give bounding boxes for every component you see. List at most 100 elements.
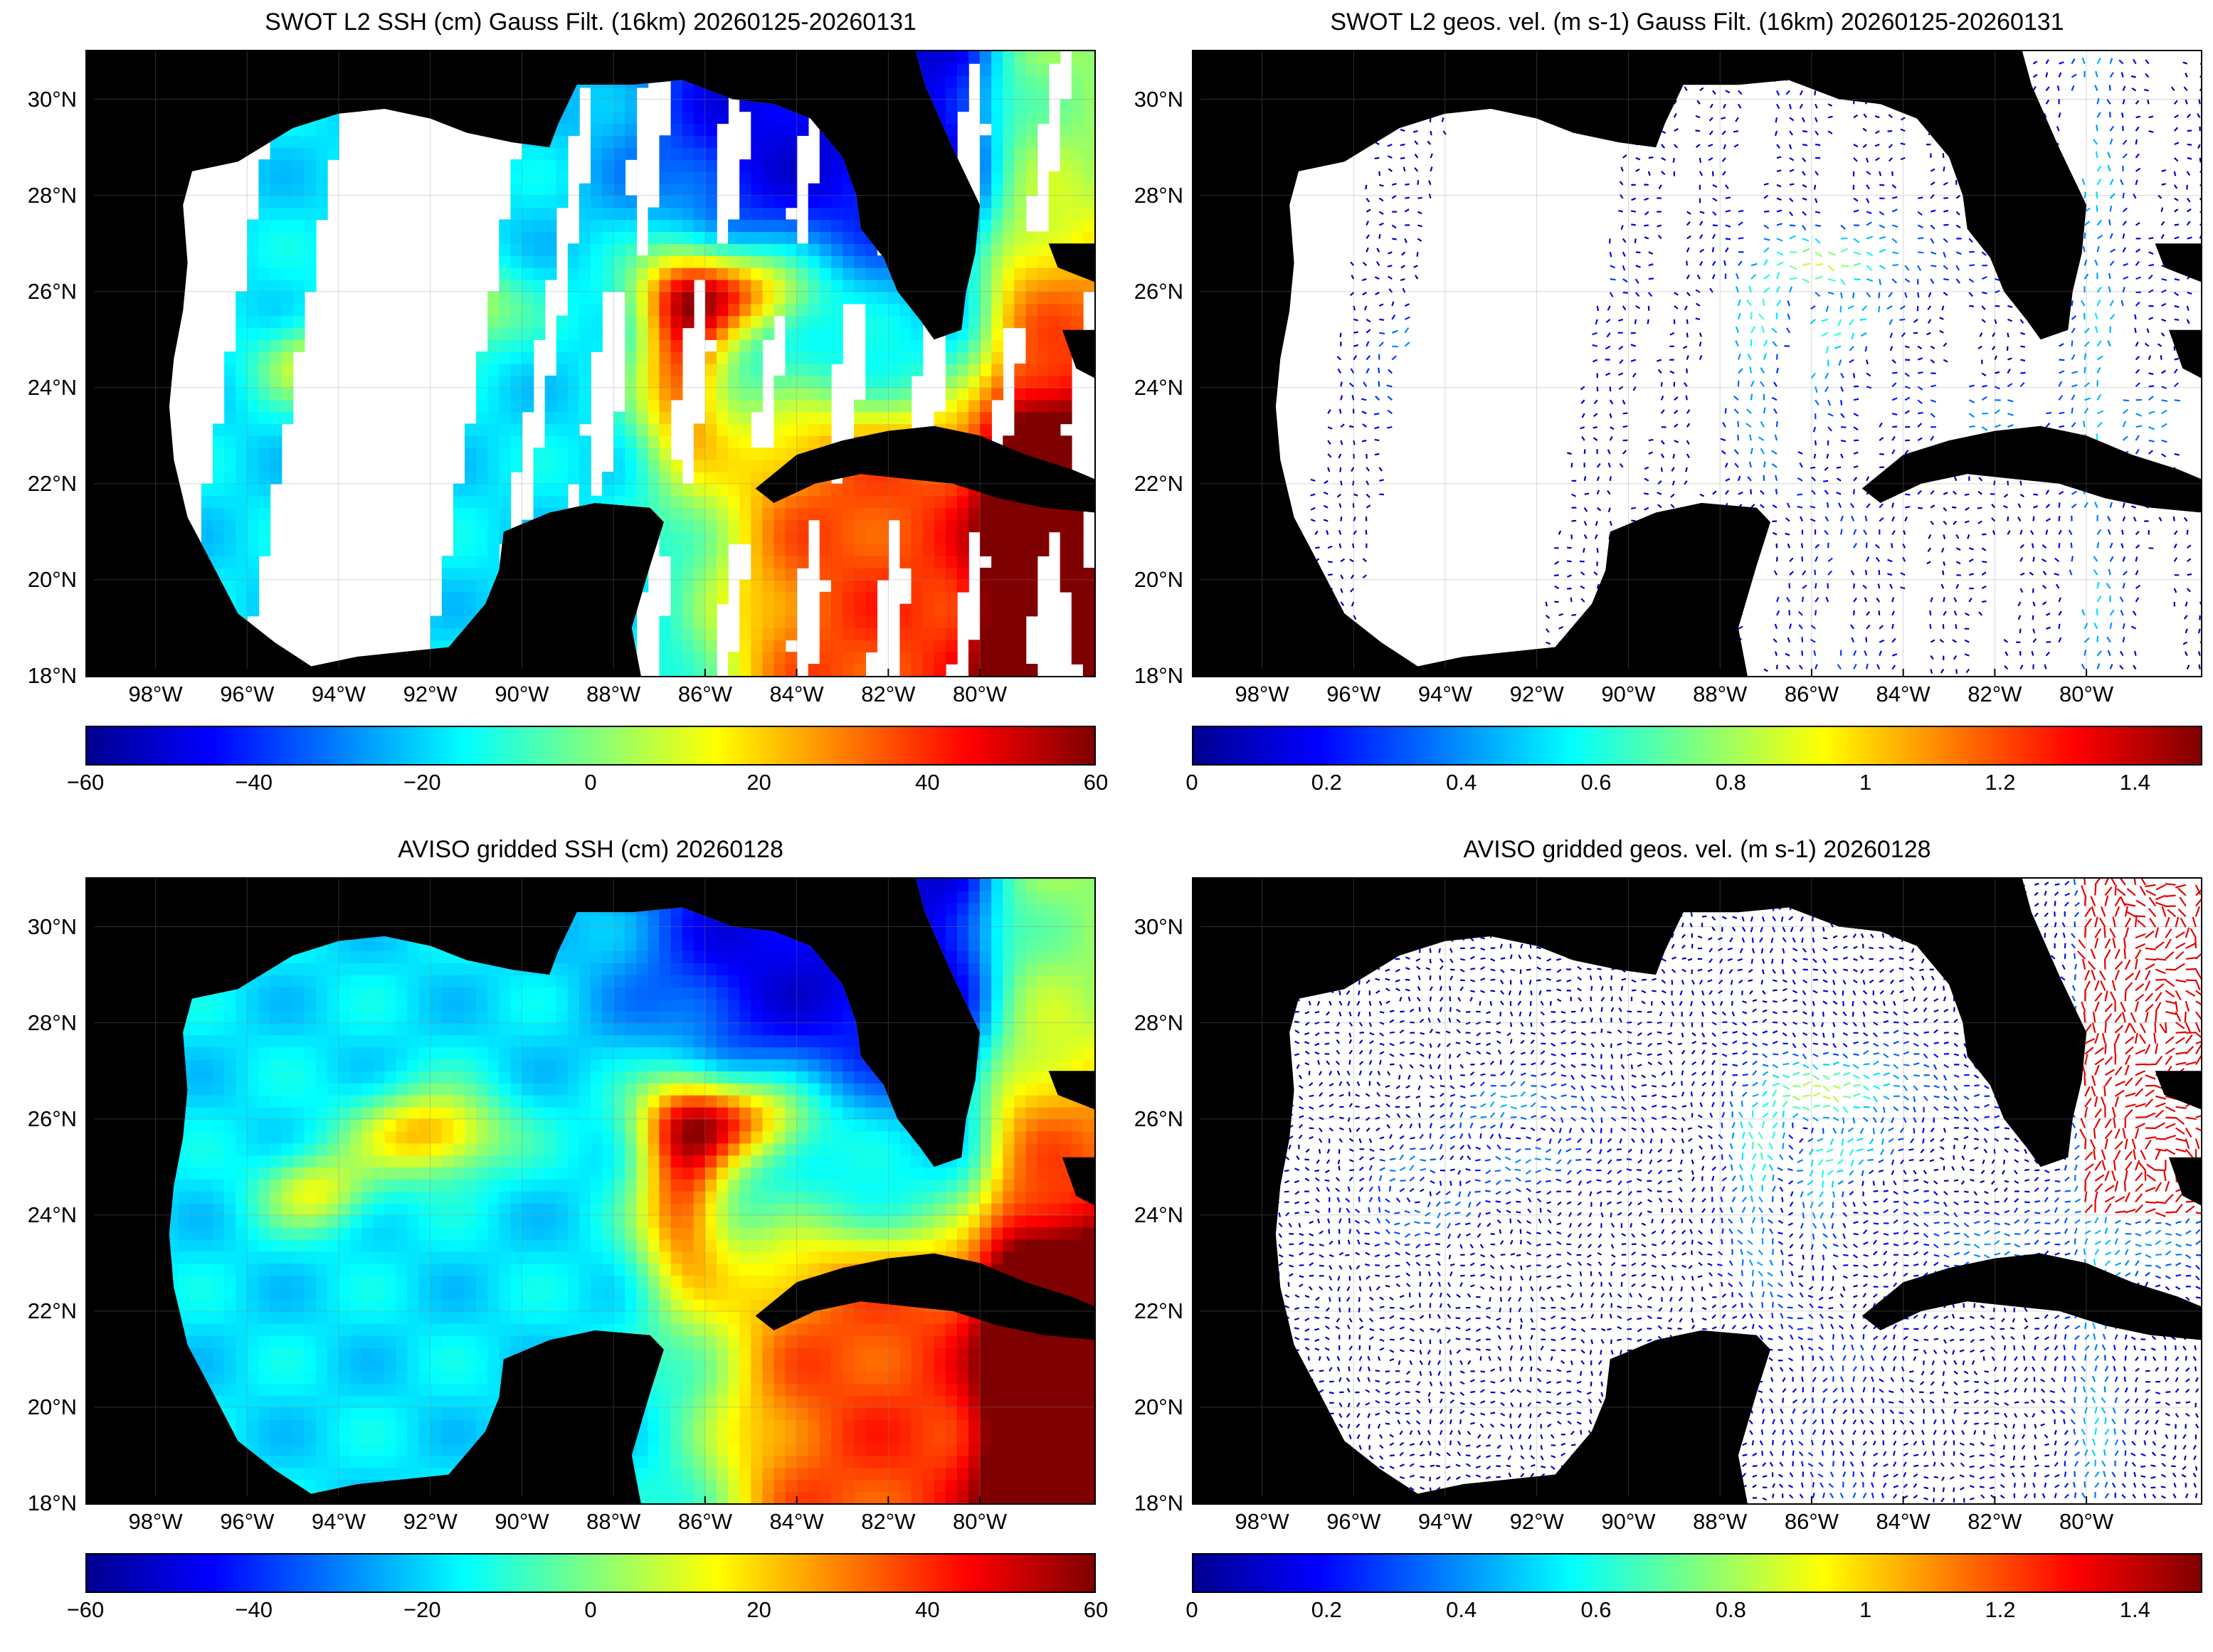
lon-tick-label: 96°W	[220, 682, 275, 706]
lon-tick-label: 88°W	[586, 682, 641, 706]
colorbar-vel	[1192, 726, 2202, 766]
panel-title: AVISO gridded SSH (cm) 20260128	[398, 836, 783, 863]
lon-tick-label: 96°W	[1326, 1509, 1381, 1534]
lat-tick-label: 18°N	[27, 1490, 77, 1515]
lat-tick-label: 18°N	[1134, 1490, 1183, 1515]
lat-tick-label: 30°N	[27, 914, 77, 939]
colorbar-tick-label: 1	[1859, 1597, 1872, 1622]
lon-tick-label: 84°W	[1876, 682, 1931, 706]
lon-tick-label: 82°W	[861, 682, 916, 706]
colorbar-tick-label: −60	[66, 1597, 105, 1622]
colorbar-tick-label: 60	[1083, 1597, 1109, 1622]
lat-tick-label: 24°N	[1134, 374, 1183, 400]
panel-title: SWOT L2 geos. vel. (m s-1) Gauss Filt. (…	[1330, 9, 2064, 36]
lat-tick-label: 24°N	[27, 1202, 77, 1227]
bahamas-landmass	[2155, 1071, 2201, 1110]
colorbar-tick-label: 40	[915, 1597, 940, 1622]
lon-tick-label: 84°W	[769, 682, 824, 706]
lon-tick-label: 80°W	[953, 682, 1008, 706]
lat-tick-label: 26°N	[27, 278, 77, 304]
lon-tick-label: 82°W	[861, 1509, 916, 1534]
ocean-area	[1275, 51, 2201, 676]
bahamas-landmass	[1048, 1071, 1094, 1110]
lon-tick-label: 88°W	[586, 1509, 641, 1534]
cuba-landmass	[1861, 425, 2201, 513]
bahamas-landmass	[1062, 329, 1094, 378]
lon-tick-label: 84°W	[1876, 1509, 1931, 1534]
lat-tick-label: 26°N	[1134, 278, 1183, 304]
lon-tick-label: 88°W	[1693, 1509, 1748, 1534]
lon-tick-label: 86°W	[1784, 682, 1839, 706]
lon-tick-label: 90°W	[1601, 682, 1656, 706]
lat-tick-label: 18°N	[27, 663, 77, 688]
lon-tick-label: 80°W	[953, 1509, 1008, 1534]
colorbar-tick-label: 0	[1185, 770, 1198, 795]
lon-tick-label: 92°W	[1509, 1509, 1564, 1534]
lon-tick-label: 88°W	[1693, 682, 1748, 706]
cuba-landmass	[1861, 1253, 2201, 1340]
colorbar-tick-label: 0.4	[1446, 770, 1477, 795]
colorbar-ssh	[85, 1553, 1096, 1593]
lon-tick-label: 86°W	[677, 1509, 732, 1534]
cuba-landmass	[755, 1253, 1094, 1340]
cuba-landmass	[755, 425, 1094, 513]
colorbar-tick-label: −20	[403, 770, 441, 795]
lon-tick-label: 80°W	[2059, 682, 2114, 706]
lon-tick-label: 98°W	[1235, 682, 1289, 706]
lon-tick-label: 82°W	[1968, 682, 2022, 706]
colorbar-vel	[1192, 1553, 2202, 1593]
ocean-area	[1275, 879, 2201, 1503]
colorbar-tick-label: 60	[1083, 770, 1109, 795]
lat-tick-label: 28°N	[1134, 182, 1183, 208]
map-swot-ssh	[85, 50, 1096, 677]
colorbar-tick-label: 0	[584, 1597, 597, 1622]
lon-tick-label: 96°W	[1326, 682, 1381, 706]
lon-tick-label: 94°W	[1417, 682, 1473, 706]
lat-tick-label: 22°N	[27, 470, 77, 496]
lat-tick-label: 30°N	[1134, 914, 1183, 939]
colorbar-tick-label: 40	[915, 770, 940, 795]
lon-tick-label: 90°W	[1601, 1509, 1656, 1534]
lat-tick-label: 26°N	[27, 1106, 77, 1131]
lon-tick-label: 84°W	[769, 1509, 824, 1534]
lat-tick-label: 22°N	[1134, 1298, 1183, 1323]
lon-tick-label: 98°W	[128, 682, 183, 706]
lat-tick-label: 28°N	[27, 182, 77, 208]
lon-tick-label: 82°W	[1968, 1509, 2022, 1534]
lat-tick-label: 26°N	[1134, 1106, 1183, 1131]
lon-tick-label: 98°W	[1235, 1509, 1289, 1534]
colorbar-tick-label: 0.4	[1446, 1597, 1477, 1622]
lat-tick-label: 22°N	[1134, 470, 1183, 496]
lat-tick-label: 20°N	[27, 566, 77, 592]
map-aviso-ssh	[85, 877, 1096, 1505]
lat-tick-label: 28°N	[1134, 1010, 1183, 1035]
colorbar-tick-label: 20	[746, 1597, 771, 1622]
lat-tick-label: 18°N	[1134, 663, 1183, 688]
lat-tick-label: 28°N	[27, 1010, 77, 1035]
colorbar-tick-label: 1.2	[1985, 1597, 2016, 1622]
lon-tick-label: 92°W	[403, 1509, 458, 1534]
lon-tick-label: 94°W	[311, 1509, 366, 1534]
lon-tick-label: 92°W	[1509, 682, 1564, 706]
colorbar-ssh	[85, 726, 1096, 766]
bahamas-landmass	[2168, 329, 2201, 378]
lon-tick-label: 98°W	[128, 1509, 183, 1534]
colorbar-tick-label: −20	[403, 1597, 441, 1622]
colorbar-tick-label: 1.4	[2119, 770, 2150, 795]
lat-tick-label: 30°N	[1134, 86, 1183, 112]
bahamas-landmass	[2155, 243, 2201, 282]
lat-tick-label: 30°N	[27, 86, 77, 112]
lon-tick-label: 80°W	[2059, 1509, 2114, 1534]
lon-tick-label: 94°W	[311, 682, 366, 706]
colorbar-tick-label: 1.4	[2119, 1597, 2150, 1622]
colorbar-tick-label: 0.2	[1311, 1597, 1342, 1622]
lat-tick-label: 20°N	[1134, 566, 1183, 592]
colorbar-tick-label: 1	[1859, 770, 1872, 795]
colorbar-tick-label: −60	[66, 770, 105, 795]
lon-tick-label: 86°W	[677, 682, 732, 706]
panel-title: SWOT L2 SSH (cm) Gauss Filt. (16km) 2026…	[265, 9, 917, 36]
lat-tick-label: 20°N	[1134, 1394, 1183, 1419]
bahamas-landmass	[1062, 1157, 1094, 1206]
lon-tick-label: 92°W	[403, 682, 458, 706]
lon-tick-label: 86°W	[1784, 1509, 1839, 1534]
